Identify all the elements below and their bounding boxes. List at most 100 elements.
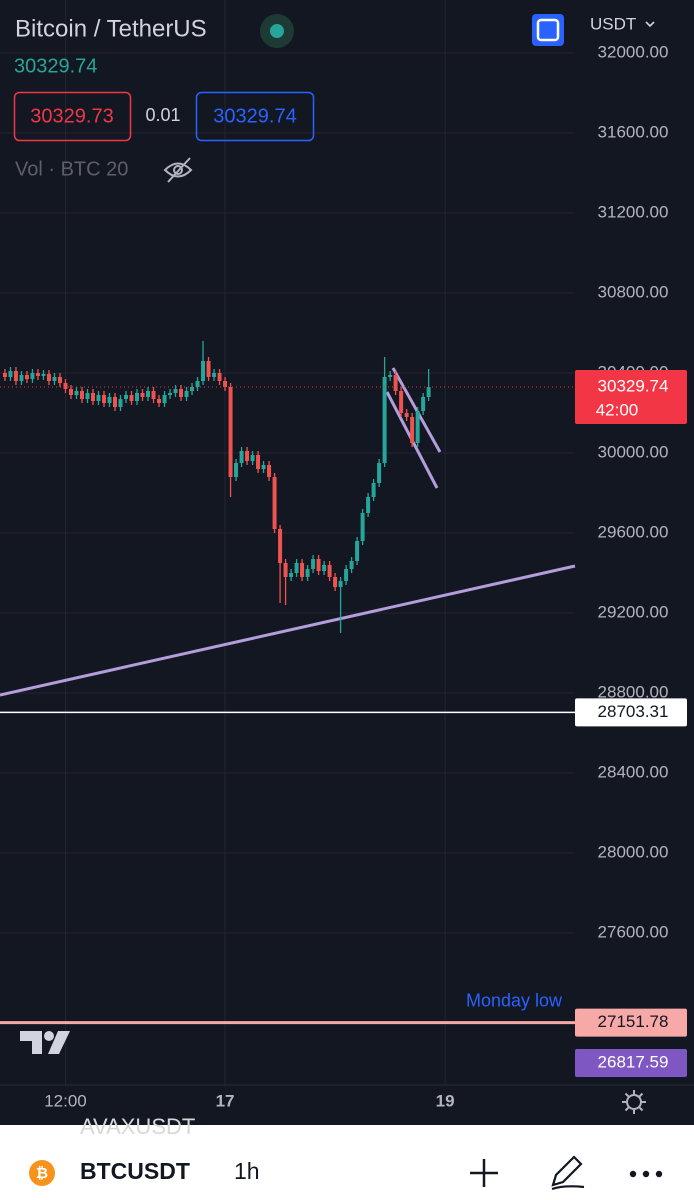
candle-body bbox=[426, 387, 431, 397]
off-scale-tag bbox=[575, 1049, 687, 1077]
eye-pupil bbox=[173, 165, 183, 175]
candle-body bbox=[157, 399, 162, 403]
channel-line bbox=[391, 367, 442, 453]
trend-line bbox=[0, 564, 576, 697]
footer-symbol[interactable]: BTCUSDT bbox=[80, 1158, 190, 1184]
currency-selector[interactable]: USDT bbox=[590, 14, 636, 33]
fullscreen-button[interactable] bbox=[532, 14, 564, 46]
draw-button[interactable] bbox=[551, 1155, 585, 1191]
candle-body bbox=[300, 563, 305, 577]
candle-body bbox=[360, 513, 365, 541]
y-tick-label: 28800.00 bbox=[598, 682, 669, 701]
candle-body bbox=[63, 383, 68, 389]
candle-body bbox=[190, 387, 195, 391]
candle-body bbox=[206, 361, 211, 377]
candle-body bbox=[101, 395, 106, 403]
y-tick-label: 29600.00 bbox=[598, 522, 669, 541]
candle-body bbox=[52, 377, 57, 381]
candle-body bbox=[388, 375, 393, 377]
candle-body bbox=[124, 395, 129, 399]
candle-body bbox=[327, 565, 332, 577]
volume-label: Vol · BTC 20 bbox=[15, 158, 128, 180]
candle-body bbox=[316, 559, 321, 571]
dot bbox=[629, 1170, 637, 1178]
candle-body bbox=[377, 463, 382, 483]
candle-body bbox=[151, 391, 156, 399]
candle-body bbox=[228, 387, 233, 477]
candle-body bbox=[24, 375, 29, 379]
x-tick-label: 17 bbox=[216, 1091, 235, 1110]
candle-body bbox=[201, 361, 206, 381]
eye-slash bbox=[167, 157, 191, 183]
bid-price: 30329.73 bbox=[30, 105, 113, 127]
candle-body bbox=[278, 529, 283, 563]
candle-body bbox=[90, 393, 95, 401]
status-dot bbox=[270, 24, 284, 38]
fullscreen-icon bbox=[536, 18, 560, 42]
chart-background bbox=[0, 0, 694, 1125]
dropdown-caret bbox=[645, 21, 655, 28]
candle-body bbox=[118, 399, 123, 407]
hide-volume-button[interactable] bbox=[163, 157, 193, 183]
candle-body bbox=[85, 393, 90, 399]
ask-price: 30329.74 bbox=[213, 105, 296, 127]
candle-body bbox=[173, 389, 178, 393]
logo-part bbox=[48, 1031, 70, 1054]
candle-body bbox=[289, 573, 294, 577]
candle-body bbox=[371, 483, 376, 497]
x-tick-label: 19 bbox=[436, 1091, 455, 1110]
candle-body bbox=[46, 374, 51, 381]
candle-body bbox=[338, 581, 343, 587]
candle-body bbox=[272, 477, 277, 529]
y-tick-label: 27600.00 bbox=[598, 922, 669, 941]
current-price-tag bbox=[575, 370, 687, 425]
last-price: 30329.74 bbox=[14, 55, 97, 77]
y-tick-label: 28000.00 bbox=[598, 842, 669, 861]
spread: 0.01 bbox=[145, 105, 180, 125]
candle-body bbox=[267, 465, 272, 477]
sell-button[interactable] bbox=[13, 91, 132, 142]
candle-body bbox=[68, 389, 73, 395]
settings-button[interactable] bbox=[622, 1090, 646, 1114]
candle-body bbox=[393, 375, 398, 391]
candle-body bbox=[399, 391, 404, 413]
candle-body bbox=[107, 397, 112, 403]
candle-body bbox=[250, 455, 255, 461]
candle-body bbox=[184, 391, 189, 397]
candle-body bbox=[234, 463, 239, 477]
dot bbox=[642, 1170, 650, 1178]
candle-body bbox=[305, 569, 310, 577]
bitcoin-icon bbox=[29, 1160, 55, 1186]
candle-body bbox=[195, 381, 200, 387]
symbol-title[interactable]: Bitcoin / TetherUS bbox=[15, 15, 207, 42]
x-tick-label: 12:00 bbox=[44, 1091, 87, 1110]
candle-body bbox=[404, 413, 409, 417]
price-tag-label: 27151.78 bbox=[598, 1012, 669, 1031]
eye-icon bbox=[163, 162, 193, 178]
y-tick-label: 32000.00 bbox=[598, 42, 669, 61]
candle-body bbox=[2, 373, 7, 377]
ghost-symbol: AVAXUSDT bbox=[80, 1114, 195, 1139]
more-button[interactable] bbox=[629, 1170, 663, 1178]
gear-icon bbox=[626, 1094, 642, 1110]
dot bbox=[655, 1170, 663, 1178]
y-tick-label: 31600.00 bbox=[598, 122, 669, 141]
footer-interval[interactable]: 1h bbox=[234, 1158, 260, 1184]
candle-body bbox=[223, 381, 228, 387]
buy-button[interactable] bbox=[195, 91, 315, 142]
candle-body bbox=[129, 395, 134, 401]
candle-body bbox=[355, 541, 360, 561]
candle-body bbox=[333, 577, 338, 587]
candle-body bbox=[135, 393, 140, 401]
current-price-label: 30329.74 bbox=[598, 377, 669, 396]
y-tick-label: 30800.00 bbox=[598, 282, 669, 301]
candle-body bbox=[140, 393, 145, 397]
add-button[interactable] bbox=[470, 1159, 498, 1187]
y-tick-label: 31200.00 bbox=[598, 202, 669, 221]
y-tick-label: 29200.00 bbox=[598, 602, 669, 621]
candle-body bbox=[322, 565, 327, 571]
candle-body bbox=[239, 451, 244, 463]
candle-body bbox=[283, 563, 288, 577]
price-tag-label: 28703.31 bbox=[598, 702, 669, 721]
